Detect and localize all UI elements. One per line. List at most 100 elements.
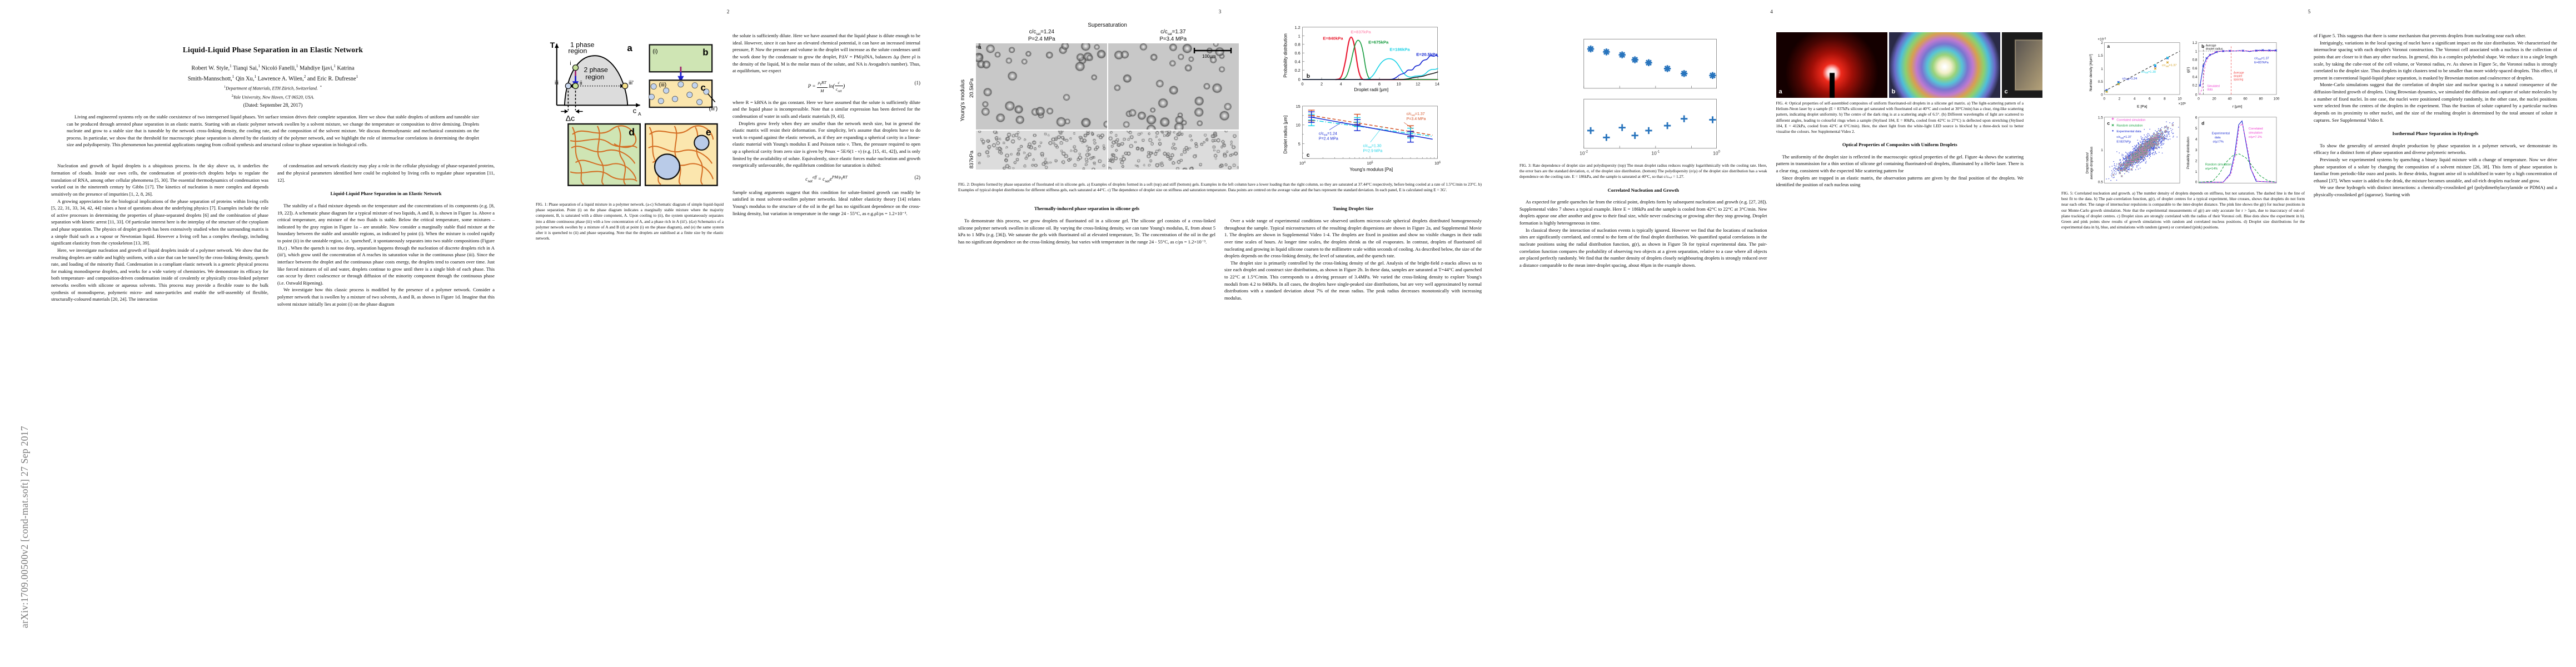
- svg-text:10: 10: [1397, 81, 1401, 86]
- figure-2-row-label-soft: 20.5kPa: [968, 78, 975, 98]
- fig1-panel-letter-d: d: [629, 127, 635, 138]
- svg-text:100: 100: [2274, 97, 2280, 101]
- figure-4-panel-b: b: [1889, 32, 2000, 98]
- svg-text:0: 0: [2104, 97, 2106, 101]
- fig1-panel-e: e: [644, 123, 718, 186]
- figure-4-panels: a b c: [1776, 32, 2042, 98]
- svg-text:1.2: 1.2: [2193, 41, 2198, 45]
- fig1-axis-T: T: [550, 41, 555, 49]
- svg-text:0.4: 0.4: [1295, 59, 1301, 64]
- equation-1-number: (1): [914, 79, 921, 86]
- svg-text:1: 1: [2195, 170, 2198, 174]
- fig5b-ylabel: g(r): [2186, 67, 2190, 73]
- svg-text:2: 2: [2195, 159, 2198, 163]
- figure-5-panel-a: ×10-5 2 1.5 1 0.5 0 0 2 4 6 8 10 ×105: [2089, 37, 2186, 109]
- fig1-label-1phase: 1 phase: [570, 41, 595, 48]
- svg-text:0: 0: [2198, 97, 2200, 101]
- paragraph: Over a wide range of experimental condit…: [1224, 218, 1482, 259]
- fig5a-ylabel: Number density [#/µm3]: [2089, 54, 2094, 91]
- svg-text:average droplet radius: average droplet radius: [2090, 147, 2094, 180]
- svg-text:2: 2: [2101, 41, 2103, 45]
- paragraph: The stability of a fluid mixture depends…: [277, 202, 495, 286]
- svg-text:12: 12: [1416, 81, 1420, 86]
- paragraph: The uniformity of the droplet size is re…: [1776, 153, 2024, 174]
- paragraph: Monte-Carlo simulations suggest that the…: [2314, 82, 2557, 123]
- paragraph: To demonstrate this process, we grow dro…: [958, 218, 1215, 245]
- micrograph-stiff-low: [976, 130, 1107, 170]
- fig5a-ann-130: c/csat=1.30: [2141, 71, 2156, 74]
- svg-text:droplet radius: droplet radius: [2206, 47, 2223, 51]
- svg-text:6: 6: [1359, 81, 1361, 86]
- svg-text:E=837kPa: E=837kPa: [2254, 61, 2269, 64]
- svg-text:4: 4: [1340, 81, 1342, 86]
- figure-5-panel-b: 1.2 1 0.8 0.6 0.4 0.2 0 0 20 40 60 80 100: [2186, 41, 2280, 109]
- page-2: 2: [517, 0, 939, 667]
- svg-text:104: 104: [1299, 161, 1306, 166]
- svg-text:0.2: 0.2: [1295, 68, 1301, 73]
- svg-text:0: 0: [1298, 77, 1301, 82]
- paragraph: We use these hydrogels with distinct int…: [2314, 185, 2557, 198]
- abstract: Living and engineered systems rely on th…: [67, 114, 479, 147]
- figure-2-col-header-1: c/csat=1.24 P=2.4 MPa: [1028, 29, 1055, 42]
- svg-text:8: 8: [2164, 97, 2166, 101]
- fig5d-ann-rand: Random simulation: [2205, 163, 2231, 166]
- fig5b-ann-sim: Simulated: [2207, 84, 2220, 88]
- fig2-panel-letter-c: c: [1307, 152, 1310, 158]
- svg-text:1.5: 1.5: [2098, 116, 2103, 120]
- fig2-panel-letter-b: b: [1307, 73, 1310, 79]
- section-heading: Correlated Nucleation and Growth: [1607, 187, 1679, 193]
- svg-text:0.5: 0.5: [2098, 181, 2103, 185]
- figure-3-chart: 10-2 10-1 100: [1580, 38, 1721, 156]
- svg-text:0.6: 0.6: [1295, 51, 1301, 56]
- svg-text:σ/µ=7.1%: σ/µ=7.1%: [2249, 136, 2262, 139]
- fig1-point-i: i: [570, 61, 571, 67]
- fig1-tag-i: (i): [652, 49, 657, 55]
- page3-column-right: Tuning Droplet Size Over a wide range of…: [1224, 198, 1482, 301]
- svg-text:0.6: 0.6: [2193, 67, 2198, 71]
- page-4: 4: [1501, 0, 2042, 667]
- figure-1-graphic: T 1 phase region 2 phase region i ii iii…: [550, 41, 718, 186]
- svg-text:spacing: spacing: [2234, 78, 2244, 82]
- equation-2-number: (2): [914, 174, 921, 180]
- figure-4-panel-c: c: [2001, 32, 2042, 98]
- fig5c-legend-137: c/csat=1.37: [2116, 136, 2131, 139]
- section-heading: Optical Properties of Composites with Un…: [1842, 142, 1957, 148]
- fig5b-xlabel: r [µm]: [2233, 105, 2243, 109]
- scale-bar: 100µm: [1193, 47, 1232, 59]
- svg-text:6: 6: [2149, 97, 2151, 101]
- svg-text:0: 0: [2195, 93, 2198, 97]
- page-number: 5: [2308, 9, 2311, 14]
- figure-2-supersaturation-label: Supersaturation: [1088, 22, 1127, 28]
- equation-1: P = ρℓRT M ln(c csat) (1): [808, 79, 921, 93]
- page-title: Liquid-Liquid Phase Separation in an Ela…: [182, 46, 363, 54]
- page-number: 2: [726, 9, 730, 14]
- svg-text:1: 1: [1298, 33, 1301, 38]
- paragraph: The droplet size is primarily controlled…: [1224, 260, 1482, 301]
- svg-text:4: 4: [2134, 97, 2136, 101]
- svg-text:0.2: 0.2: [2193, 84, 2198, 88]
- section-heading: Tuning Droplet Size: [1332, 206, 1374, 212]
- fig2b-legend-186: E=186kPa: [1389, 47, 1410, 52]
- svg-text:60: 60: [2243, 97, 2248, 101]
- svg-text:10: 10: [1296, 123, 1301, 128]
- svg-text:A: A: [638, 111, 641, 117]
- svg-text:2: 2: [2119, 97, 2121, 101]
- paragraph: of Figure 5. This suggests that there is…: [2314, 33, 2526, 38]
- paragraph: Droplets grow freely when they are small…: [733, 120, 920, 168]
- fig5c-legend-random: Random simulation: [2116, 125, 2142, 128]
- fig2c-label-130: c/csat=1.30: [1363, 145, 1382, 149]
- fig5-panel-letter-c: c: [2107, 120, 2110, 126]
- paragraph: As expected for gentle quenches far from…: [1519, 199, 1767, 226]
- fig2b-legend-840: E=840kPa: [1323, 36, 1343, 41]
- svg-text:data: data: [2207, 88, 2213, 91]
- micrograph-soft-high: 100µm: [1108, 43, 1239, 130]
- figure-1-caption: FIG. 1: Phase separation of a liquid mix…: [536, 202, 724, 241]
- svg-text:15: 15: [1296, 104, 1301, 109]
- figure-2-row-label-stiff: 837kPa: [968, 150, 975, 169]
- paragraph: Here, we investigate nucleation and grow…: [51, 247, 268, 302]
- fig1-label-2phase: 2 phase: [584, 66, 609, 73]
- fig5a-ann-137: c/csat=1.37: [2162, 64, 2177, 67]
